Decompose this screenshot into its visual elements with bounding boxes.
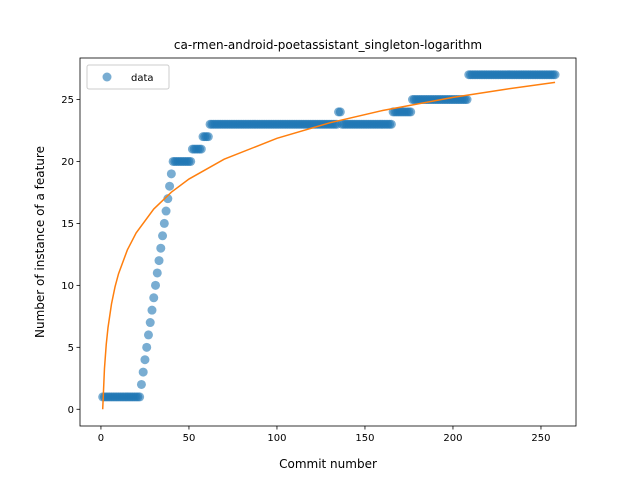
plot: [98, 70, 560, 410]
point: [386, 119, 396, 129]
legend-label: data: [131, 73, 154, 84]
point: [154, 256, 164, 266]
point: [158, 231, 168, 241]
y-tick-label: 5: [68, 343, 74, 354]
axes-frame: [79, 57, 577, 427]
point: [145, 318, 155, 328]
y-tick-label: 20: [61, 157, 74, 168]
fit-line: [101, 81, 556, 410]
y-axis-label: Number of instance of a feature: [33, 146, 47, 338]
chart-title: ca-rmen-android-poetassistant_singleton-…: [174, 38, 482, 52]
point: [149, 293, 159, 303]
point: [462, 95, 472, 105]
x-tick-label: 0: [98, 433, 104, 444]
point: [136, 379, 146, 389]
point: [142, 342, 152, 352]
x-tick-label: 50: [183, 433, 196, 444]
point: [147, 305, 157, 315]
point: [138, 367, 148, 377]
x-tick-label: 150: [355, 433, 374, 444]
point: [186, 156, 196, 166]
legend-box: [86, 64, 170, 90]
y-tick-label: 10: [61, 281, 74, 292]
y-tick-label: 15: [61, 219, 74, 230]
point: [152, 268, 162, 278]
y-tick-label: 25: [61, 95, 74, 106]
x-tick-label: 250: [531, 433, 550, 444]
point: [550, 70, 560, 80]
point: [163, 194, 173, 204]
point: [196, 144, 206, 154]
point: [140, 355, 150, 365]
point: [335, 107, 345, 117]
point: [156, 243, 166, 253]
x-axis-label: Commit number: [279, 457, 377, 471]
point: [161, 206, 171, 216]
point: [166, 169, 176, 179]
y-tick-label: 0: [68, 405, 74, 416]
point: [406, 107, 416, 117]
legend-marker: [102, 72, 112, 82]
point: [203, 132, 213, 142]
point: [143, 330, 153, 340]
point: [165, 181, 175, 191]
x-tick-label: 200: [443, 433, 462, 444]
point: [135, 392, 145, 402]
point: [159, 218, 169, 228]
point: [151, 280, 161, 290]
x-tick-label: 100: [267, 433, 286, 444]
